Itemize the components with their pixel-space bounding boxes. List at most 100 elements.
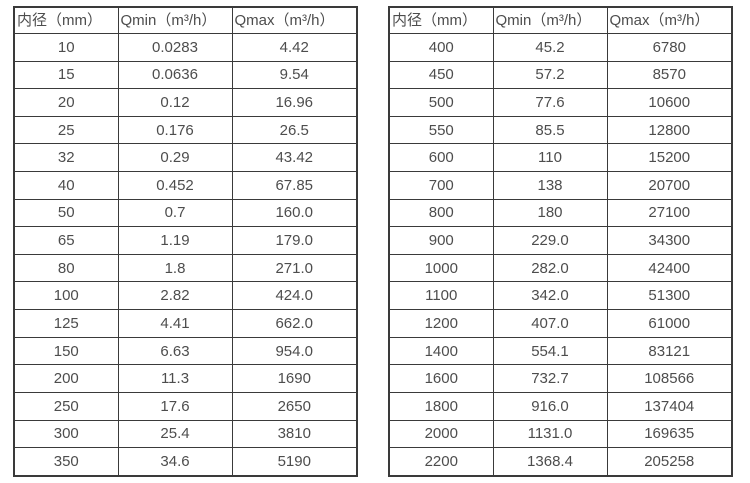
table-cell: 32 <box>13 143 119 173</box>
table-cell: 137404 <box>606 391 733 421</box>
table-row: 400 45.2 6780 <box>388 33 733 62</box>
table-cell: 40 <box>13 171 119 200</box>
table-cell: 50 <box>13 198 119 228</box>
table-cell: 0.0283 <box>117 33 233 62</box>
table-cell: 229.0 <box>492 226 608 255</box>
col-header-qmin: Qmin（m³/h） <box>117 6 233 34</box>
table-cell: 65 <box>13 226 119 255</box>
table-row: 25 0.176 26.5 <box>13 115 358 145</box>
col-header-qmax: Qmax（m³/h） <box>231 6 358 34</box>
table-cell: 45.2 <box>492 33 608 62</box>
table-cell: 5190 <box>231 447 358 477</box>
table-cell: 2650 <box>231 391 358 421</box>
table-row: 1600 732.7 108566 <box>388 364 733 393</box>
table-cell: 43.42 <box>231 143 358 173</box>
table-row: 450 57.2 8570 <box>388 60 733 90</box>
table-cell: 1800 <box>388 391 494 421</box>
table-row: 250 17.6 2650 <box>13 391 358 421</box>
table-cell: 500 <box>388 88 494 117</box>
table-cell: 662.0 <box>231 309 358 338</box>
table-row: 1100 342.0 51300 <box>388 281 733 311</box>
table-cell: 9.54 <box>231 60 358 90</box>
table-cell: 2.82 <box>117 281 233 311</box>
table-body: 10 0.0283 4.42 15 0.0636 9.54 20 0.12 16.96 25 0.1… <box>13 33 358 477</box>
table-cell: 1131.0 <box>492 419 608 449</box>
table-row: 550 85.5 12800 <box>388 115 733 145</box>
table-cell: 550 <box>388 115 494 145</box>
table-cell: 6.63 <box>117 336 233 366</box>
table-cell: 25.4 <box>117 419 233 449</box>
table-cell: 1.19 <box>117 226 233 255</box>
table-cell: 61000 <box>606 309 733 338</box>
table-row: 15 0.0636 9.54 <box>13 60 358 90</box>
table-cell: 100 <box>13 281 119 311</box>
header-row: 内径（mm） Qmin（m³/h） Qmax（m³/h） <box>13 6 358 34</box>
col-header-qmin: Qmin（m³/h） <box>492 6 608 34</box>
table-cell: 10600 <box>606 88 733 117</box>
table-row: 1800 916.0 137404 <box>388 391 733 421</box>
table-row: 800 180 27100 <box>388 198 733 228</box>
table-cell: 26.5 <box>231 115 358 145</box>
table-row: 10 0.0283 4.42 <box>13 33 358 62</box>
table-cell: 20 <box>13 88 119 117</box>
table-cell: 1000 <box>388 253 494 283</box>
table-row: 50 0.7 160.0 <box>13 198 358 228</box>
table-cell: 300 <box>13 419 119 449</box>
table-cell: 1400 <box>388 336 494 366</box>
table-cell: 67.85 <box>231 171 358 200</box>
table-cell: 271.0 <box>231 253 358 283</box>
table-cell: 200 <box>13 364 119 393</box>
table-row: 1200 407.0 61000 <box>388 309 733 338</box>
table-cell: 12800 <box>606 115 733 145</box>
table-cell: 700 <box>388 171 494 200</box>
table-cell: 916.0 <box>492 391 608 421</box>
table-row: 65 1.19 179.0 <box>13 226 358 255</box>
table-cell: 900 <box>388 226 494 255</box>
table-cell: 57.2 <box>492 60 608 90</box>
table-row: 125 4.41 662.0 <box>13 309 358 338</box>
table-row: 40 0.452 67.85 <box>13 171 358 200</box>
table-cell: 1200 <box>388 309 494 338</box>
table-row: 200 11.3 1690 <box>13 364 358 393</box>
table-cell: 554.1 <box>492 336 608 366</box>
table-cell: 77.6 <box>492 88 608 117</box>
table-cell: 0.29 <box>117 143 233 173</box>
table-row: 500 77.6 10600 <box>388 88 733 117</box>
table-cell: 205258 <box>606 447 733 477</box>
table-cell: 424.0 <box>231 281 358 311</box>
table-cell: 150 <box>13 336 119 366</box>
table-row: 150 6.63 954.0 <box>13 336 358 366</box>
table-row: 1400 554.1 83121 <box>388 336 733 366</box>
table-cell: 15200 <box>606 143 733 173</box>
table-cell: 250 <box>13 391 119 421</box>
table-cell: 169635 <box>606 419 733 449</box>
table-cell: 0.176 <box>117 115 233 145</box>
col-header-qmax: Qmax（m³/h） <box>606 6 733 34</box>
table-cell: 179.0 <box>231 226 358 255</box>
table-cell: 600 <box>388 143 494 173</box>
table-cell: 0.12 <box>117 88 233 117</box>
table-cell: 15 <box>13 60 119 90</box>
table-row: 2200 1368.4 205258 <box>388 447 733 477</box>
table-row: 700 138 20700 <box>388 171 733 200</box>
table-cell: 954.0 <box>231 336 358 366</box>
table-cell: 342.0 <box>492 281 608 311</box>
table-row: 350 34.6 5190 <box>13 447 358 477</box>
table-cell: 17.6 <box>117 391 233 421</box>
table-cell: 25 <box>13 115 119 145</box>
table-row: 300 25.4 3810 <box>13 419 358 449</box>
spec-table-small-diameters: 内径（mm） Qmin（m³/h） Qmax（m³/h） 10 0.0283 4.4… <box>13 6 358 477</box>
table-cell: 407.0 <box>492 309 608 338</box>
table-cell: 10 <box>13 33 119 62</box>
table-cell: 350 <box>13 447 119 477</box>
table-cell: 732.7 <box>492 364 608 393</box>
table-cell: 450 <box>388 60 494 90</box>
table-row: 600 110 15200 <box>388 143 733 173</box>
table-cell: 11.3 <box>117 364 233 393</box>
table-cell: 400 <box>388 33 494 62</box>
table-cell: 138 <box>492 171 608 200</box>
table-cell: 800 <box>388 198 494 228</box>
table-cell: 108566 <box>606 364 733 393</box>
table-cell: 125 <box>13 309 119 338</box>
